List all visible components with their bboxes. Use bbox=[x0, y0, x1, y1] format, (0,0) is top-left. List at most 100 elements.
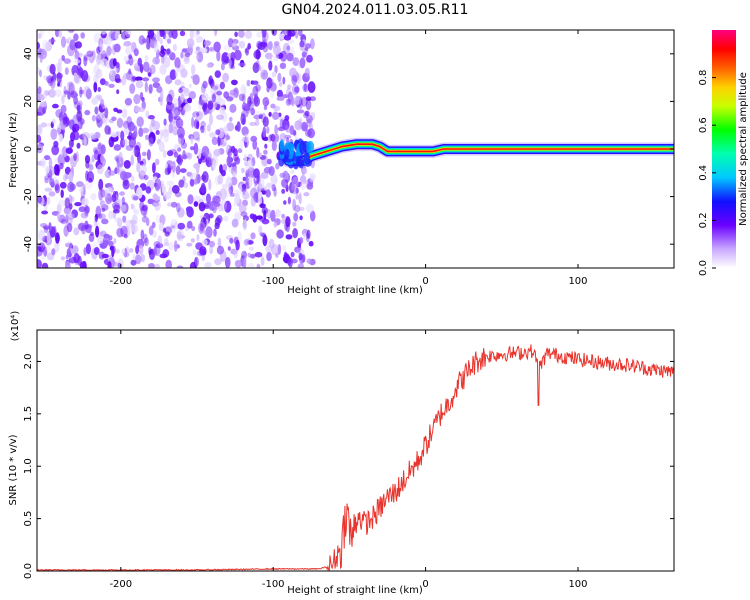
noise-blob bbox=[127, 121, 135, 132]
noise-blob bbox=[309, 210, 316, 222]
noise-blob bbox=[306, 203, 314, 213]
colorbar-tick-label: 0.4 bbox=[698, 165, 709, 181]
noise-blob bbox=[193, 201, 199, 207]
noise-blob bbox=[302, 51, 308, 58]
noise-blob bbox=[150, 119, 155, 127]
noise-blob bbox=[267, 41, 273, 51]
noise-blob bbox=[129, 83, 136, 94]
noise-blob bbox=[172, 108, 178, 120]
noise-blob bbox=[73, 227, 80, 236]
noise-blob bbox=[249, 121, 257, 127]
noise-blob bbox=[201, 92, 209, 101]
noise-blob bbox=[65, 243, 70, 247]
noise-blob bbox=[271, 140, 277, 152]
noise-blob bbox=[135, 80, 144, 89]
noise-blob bbox=[96, 164, 104, 175]
noise-blob bbox=[260, 41, 268, 47]
noise-blob bbox=[238, 30, 245, 38]
noise-blob bbox=[189, 178, 195, 187]
noise-blob bbox=[101, 218, 109, 225]
noise-blob bbox=[297, 263, 304, 268]
noise-blob bbox=[148, 137, 154, 147]
noise-blob bbox=[100, 30, 107, 35]
noise-blob bbox=[47, 77, 54, 87]
noise-blob bbox=[247, 167, 256, 179]
noise-blob bbox=[192, 249, 197, 256]
noise-blob bbox=[231, 145, 236, 154]
noise-blob bbox=[83, 56, 88, 67]
noise-blob bbox=[45, 41, 53, 52]
noise-blob bbox=[191, 116, 195, 128]
noise-blob bbox=[290, 182, 299, 195]
noise-blob bbox=[161, 185, 167, 194]
noise-blob bbox=[74, 41, 82, 49]
snr-scale-label: (x10⁴) bbox=[10, 311, 21, 342]
noise-blob bbox=[102, 235, 111, 247]
noise-blob bbox=[84, 220, 89, 230]
noise-blob bbox=[223, 215, 229, 222]
noise-blob bbox=[142, 127, 150, 134]
noise-blob bbox=[253, 184, 258, 195]
noise-blob bbox=[245, 102, 251, 114]
noise-blob bbox=[193, 178, 198, 185]
noise-blob bbox=[152, 176, 158, 182]
noise-blob bbox=[241, 190, 249, 200]
noise-blob bbox=[39, 101, 47, 108]
colorbar-tick-label: 0.6 bbox=[698, 117, 709, 133]
noise-blob bbox=[159, 50, 166, 58]
noise-blob bbox=[191, 225, 196, 232]
noise-blob bbox=[292, 221, 297, 227]
noise-blob bbox=[40, 245, 44, 253]
noise-blob bbox=[151, 221, 156, 229]
noise-blob bbox=[246, 79, 251, 87]
noise-blob bbox=[304, 67, 310, 78]
noise-blob bbox=[247, 42, 251, 50]
noise-blob bbox=[137, 57, 142, 67]
noise-blob bbox=[111, 116, 117, 122]
snr-frame bbox=[36, 329, 675, 572]
noise-blob bbox=[180, 93, 185, 102]
noise-blob bbox=[305, 98, 312, 111]
noise-blob bbox=[91, 154, 95, 163]
noise-blob bbox=[54, 183, 61, 194]
noise-blob bbox=[199, 246, 207, 256]
noise-blob bbox=[97, 87, 101, 92]
noise-blob bbox=[183, 87, 190, 97]
noise-blob bbox=[104, 35, 112, 47]
noise-blob bbox=[134, 76, 143, 82]
noise-blob bbox=[80, 212, 89, 219]
noise-blob bbox=[126, 116, 133, 128]
noise-blob bbox=[270, 173, 278, 186]
noise-blob bbox=[205, 108, 210, 114]
noise-blob bbox=[203, 230, 208, 236]
noise-blob bbox=[279, 33, 286, 40]
noise-blob bbox=[154, 199, 161, 211]
noise-blob bbox=[153, 41, 159, 53]
noise-blob bbox=[166, 93, 173, 106]
noise-blob bbox=[108, 126, 112, 136]
noise-blob bbox=[242, 176, 247, 182]
noise-blob bbox=[263, 105, 268, 111]
noise-blob bbox=[256, 215, 263, 220]
noise-blob bbox=[56, 72, 63, 79]
noise-blob bbox=[96, 68, 103, 79]
noise-blob bbox=[216, 245, 224, 255]
noise-blob bbox=[302, 233, 308, 241]
noise-blob bbox=[68, 243, 74, 250]
noise-blob bbox=[168, 30, 174, 38]
noise-blob bbox=[85, 243, 91, 255]
noise-blob bbox=[243, 219, 248, 231]
noise-blob bbox=[98, 178, 104, 191]
noise-blob bbox=[148, 84, 153, 94]
noise-blob bbox=[168, 165, 173, 171]
noise-blob bbox=[261, 65, 265, 77]
noise-blob bbox=[79, 89, 85, 95]
noise-blob bbox=[303, 192, 310, 197]
noise-blob bbox=[168, 241, 174, 251]
noise-blob bbox=[252, 62, 260, 74]
noise-blob bbox=[233, 87, 239, 98]
noise-blob bbox=[39, 69, 42, 78]
noise-blob bbox=[83, 136, 87, 147]
noise-blob bbox=[136, 116, 144, 128]
noise-blob bbox=[135, 245, 140, 255]
